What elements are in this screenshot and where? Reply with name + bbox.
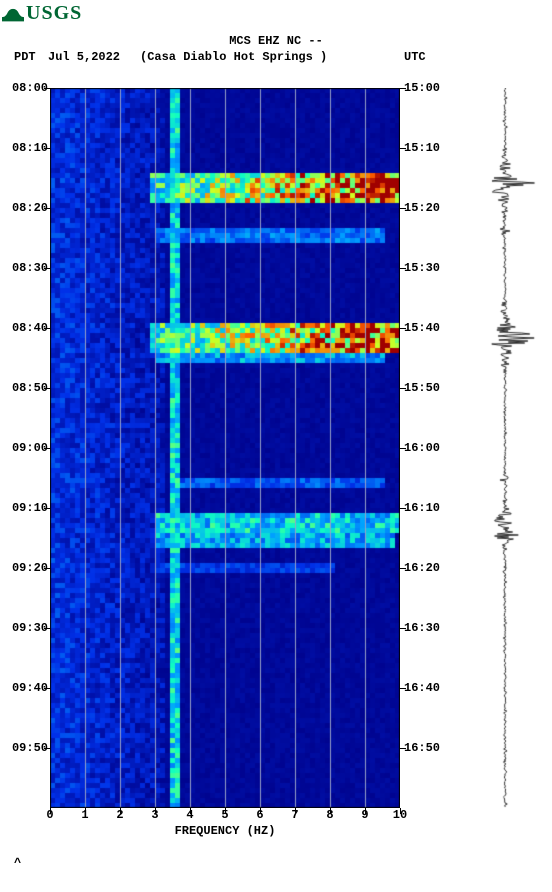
pdt-tick: 09:40 [0,682,48,694]
tick-mark [400,568,406,569]
utc-tick: 15:50 [404,382,454,394]
tick-mark [44,268,50,269]
utc-tick: 15:40 [404,322,454,334]
usgs-logo-text: USGS [26,2,82,25]
tick-mark [400,628,406,629]
utc-tick: 15:00 [404,82,454,94]
tick-mark [330,808,331,814]
pdt-tick: 09:00 [0,442,48,454]
utc-tick: 16:50 [404,742,454,754]
usgs-wave-icon [2,6,24,22]
tick-mark [44,208,50,209]
pdt-tick: 09:20 [0,562,48,574]
tick-mark [44,388,50,389]
tick-mark [400,508,406,509]
tick-mark [400,328,406,329]
tick-mark [400,148,406,149]
tick-mark [400,448,406,449]
utc-time-axis: 15:0015:1015:2015:3015:4015:5016:0016:10… [404,88,454,808]
tick-mark [44,688,50,689]
tick-mark [44,148,50,149]
utc-tick: 16:00 [404,442,454,454]
tick-mark [400,88,406,89]
utc-tick: 15:30 [404,262,454,274]
tick-mark [400,268,406,269]
tick-mark [44,448,50,449]
tick-mark [365,808,366,814]
station-name: (Casa Diablo Hot Springs ) [140,50,327,64]
tick-mark [155,808,156,814]
pdt-tick: 09:30 [0,622,48,634]
tick-mark [44,328,50,329]
utc-tick: 16:30 [404,622,454,634]
seismogram-plot [460,88,550,808]
pdt-tick: 08:20 [0,202,48,214]
tick-mark [400,388,406,389]
pdt-tick: 08:30 [0,262,48,274]
utc-tick: 16:10 [404,502,454,514]
pdt-tick: 08:50 [0,382,48,394]
pdt-time-axis: 08:0008:1008:2008:3008:4008:5009:0009:10… [0,88,48,808]
tick-mark [85,808,86,814]
chart-title: MCS EHZ NC -- [0,34,552,48]
tick-mark [225,808,226,814]
tz-left-label: PDT [14,50,36,64]
footer-mark: ^ [14,856,21,870]
pdt-tick: 09:50 [0,742,48,754]
tick-mark [400,808,401,814]
utc-tick: 16:40 [404,682,454,694]
frequency-axis-label: FREQUENCY (HZ) [50,824,400,838]
tick-mark [295,808,296,814]
utc-tick: 15:10 [404,142,454,154]
utc-tick: 15:20 [404,202,454,214]
tick-mark [44,568,50,569]
usgs-logo: USGS [2,2,82,25]
tick-mark [400,688,406,689]
tick-mark [190,808,191,814]
tick-mark [260,808,261,814]
pdt-tick: 08:40 [0,322,48,334]
tick-mark [44,628,50,629]
spectrogram-canvas [50,88,400,808]
pdt-tick: 09:10 [0,502,48,514]
tick-mark [44,88,50,89]
tick-mark [44,748,50,749]
pdt-tick: 08:00 [0,82,48,94]
tick-mark [400,208,406,209]
utc-tick: 16:20 [404,562,454,574]
pdt-tick: 08:10 [0,142,48,154]
tick-mark [50,808,51,814]
tick-mark [44,508,50,509]
date-label: Jul 5,2022 [48,50,120,64]
tick-mark [400,748,406,749]
tz-right-label: UTC [404,50,426,64]
tick-mark [120,808,121,814]
spectrogram-plot [50,88,400,808]
